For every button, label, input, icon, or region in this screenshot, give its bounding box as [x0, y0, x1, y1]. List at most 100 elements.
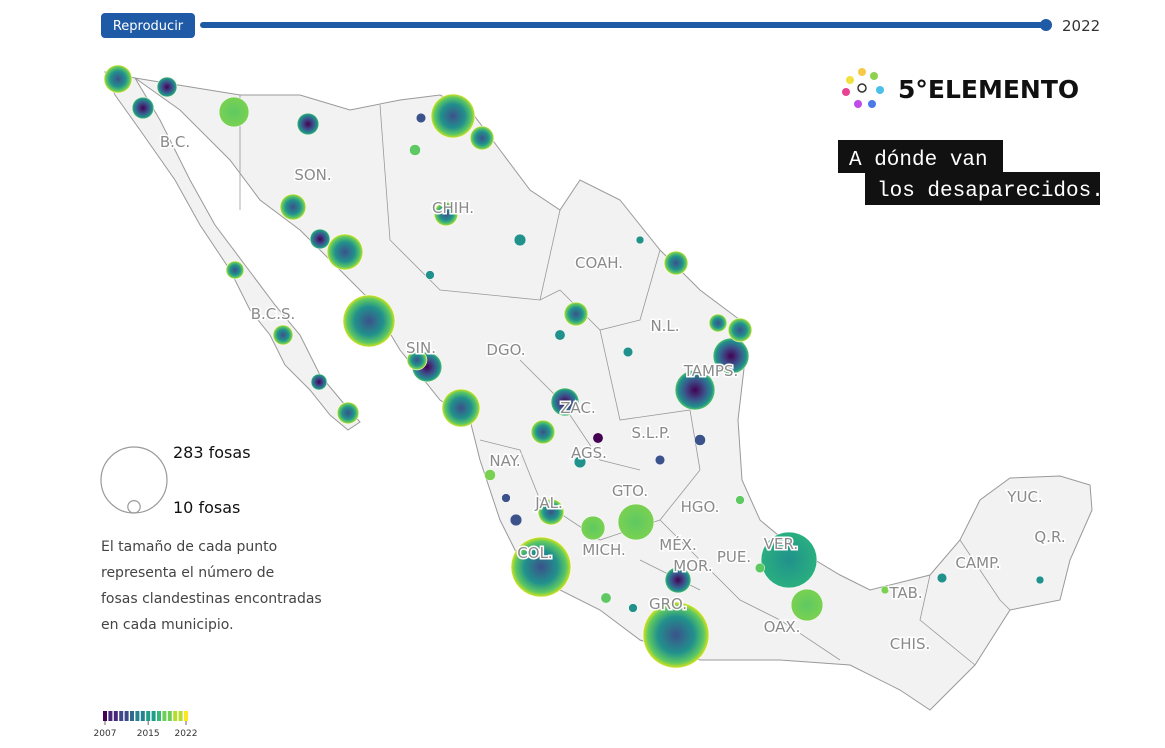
bubble[interactable] — [131, 96, 155, 120]
state-label: CAMP. — [955, 554, 1000, 572]
bubble[interactable] — [936, 572, 948, 584]
bubble[interactable] — [509, 513, 523, 527]
state-label: DGO. — [486, 341, 525, 359]
bubble[interactable] — [790, 588, 824, 622]
bubble[interactable] — [563, 301, 589, 327]
bubble[interactable] — [272, 324, 294, 346]
state-label: SON. — [294, 166, 331, 184]
state-label: YUC. — [1006, 488, 1042, 506]
bubble[interactable] — [218, 96, 250, 128]
bubble[interactable] — [310, 373, 328, 391]
legend-circle — [127, 499, 141, 514]
bubble[interactable] — [694, 434, 706, 446]
color-swatch — [173, 711, 178, 721]
state-label: TAMPS. — [683, 362, 739, 380]
bubble[interactable] — [279, 193, 307, 221]
bubble[interactable] — [617, 503, 655, 541]
bubble[interactable] — [754, 562, 766, 574]
bubble[interactable] — [635, 235, 645, 245]
color-swatch — [167, 711, 172, 721]
state-label: B.C. — [160, 133, 190, 151]
color-tick-label: 2022 — [175, 729, 198, 739]
legend-description: en cada municipio. — [101, 617, 234, 633]
play-button[interactable] — [101, 13, 195, 38]
bubble[interactable] — [433, 201, 459, 227]
color-swatch — [124, 711, 129, 721]
bubble[interactable] — [336, 401, 360, 425]
color-legend: 2007 2015 2022 — [94, 711, 198, 739]
headline: los desaparecidos. — [877, 180, 1104, 203]
bubble[interactable] — [501, 493, 511, 503]
bubble[interactable] — [530, 419, 556, 445]
bubble[interactable] — [409, 144, 421, 156]
bubble[interactable] — [622, 346, 634, 358]
bubble[interactable] — [1035, 575, 1045, 585]
state-label: Q.R. — [1034, 528, 1065, 546]
bubble[interactable] — [415, 112, 427, 124]
size-legend: 283 fosas 10 fosas — [100, 443, 251, 517]
bubble[interactable] — [654, 454, 666, 466]
bubble[interactable] — [600, 592, 612, 604]
state-label: ZAC. — [560, 399, 596, 417]
legend-description: representa el número de — [101, 565, 274, 581]
logo-text: 5°ELEMENTO — [898, 75, 1079, 104]
bubble[interactable] — [406, 349, 428, 371]
state-label: MÉX. — [659, 535, 696, 554]
state-label: GTO. — [612, 482, 648, 500]
bubble[interactable] — [469, 125, 495, 151]
bubble[interactable] — [342, 294, 396, 348]
headline-box — [838, 140, 1003, 173]
bubble[interactable] — [735, 495, 745, 505]
state-label: OAX. — [764, 618, 801, 636]
bubble[interactable] — [663, 250, 689, 276]
bubble[interactable] — [592, 432, 604, 444]
bubble-layer — [103, 64, 1045, 669]
bubble[interactable] — [513, 233, 527, 247]
bubble[interactable] — [156, 76, 178, 98]
bubble[interactable] — [664, 566, 692, 594]
state-label: B.C.S. — [251, 305, 296, 323]
color-swatch — [108, 711, 113, 721]
bubble[interactable] — [554, 329, 566, 341]
headline: A dónde van — [849, 149, 988, 172]
color-swatch — [113, 711, 118, 721]
color-swatch — [103, 711, 107, 721]
bubble[interactable] — [441, 388, 481, 428]
state-label: CHIH. — [432, 199, 474, 217]
bubble[interactable] — [580, 515, 606, 541]
bubble[interactable] — [510, 536, 572, 598]
color-swatch — [157, 711, 161, 721]
bubble[interactable] — [425, 270, 435, 280]
bubble[interactable] — [103, 64, 133, 94]
state-label: COL. — [517, 544, 552, 562]
color-swatch — [119, 711, 124, 721]
bubble[interactable] — [430, 93, 476, 139]
bubble[interactable] — [326, 233, 364, 271]
logo-mark — [842, 68, 884, 108]
state-labels: B.C. SON. CHIH. COAH. B.C.S. N.L. DGO. S… — [158, 132, 1067, 655]
state-label: VER. — [764, 535, 798, 553]
bubble[interactable] — [296, 112, 320, 136]
color-swatch — [178, 711, 183, 721]
bubble[interactable] — [642, 601, 710, 669]
timeline-handle[interactable] — [1040, 19, 1052, 31]
color-swatch — [162, 711, 167, 721]
bubble[interactable] — [573, 455, 587, 469]
bubble[interactable] — [760, 531, 818, 589]
bubble[interactable] — [225, 260, 245, 280]
bubble[interactable] — [550, 387, 580, 417]
color-swatch — [135, 711, 140, 721]
bubble[interactable] — [484, 469, 496, 481]
state-label: AGS. — [571, 444, 607, 462]
bubble[interactable] — [537, 498, 565, 526]
bubble[interactable] — [727, 317, 753, 343]
color-swatch — [130, 711, 134, 721]
bubble[interactable] — [708, 313, 728, 333]
bubble[interactable] — [880, 585, 890, 595]
color-tick-label: 2015 — [137, 729, 160, 739]
state-label: COAH. — [575, 254, 623, 272]
bubble[interactable] — [674, 369, 716, 411]
bubble[interactable] — [628, 603, 638, 613]
bubble[interactable] — [309, 228, 331, 250]
